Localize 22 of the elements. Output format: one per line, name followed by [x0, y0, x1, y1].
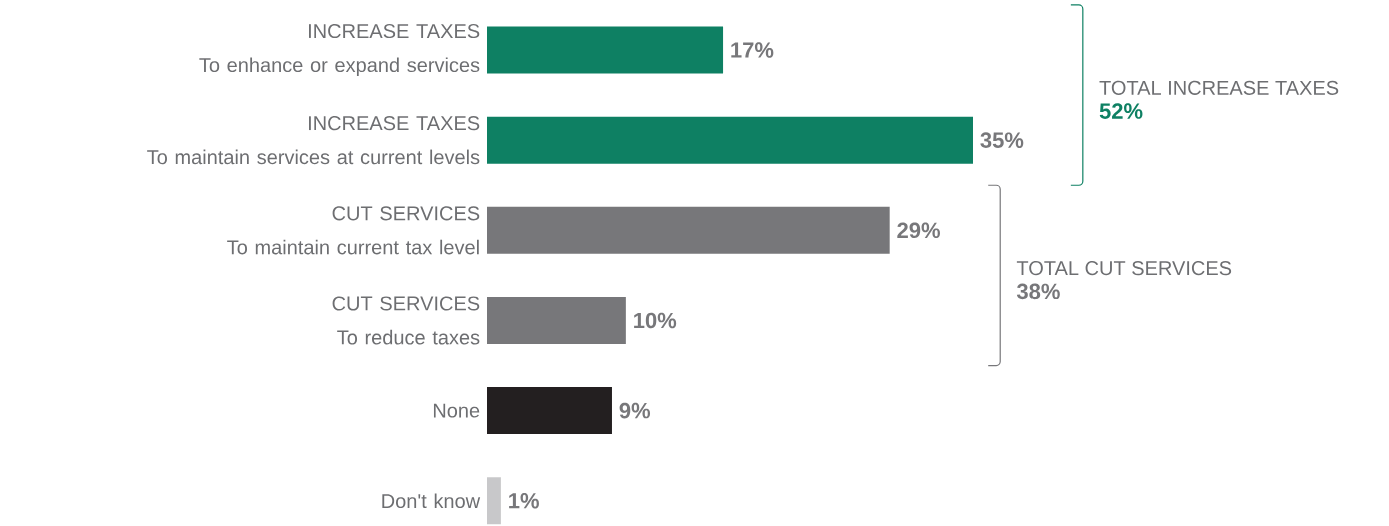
- text: TOTAL CUT SERVICES: [1016, 261, 1232, 276]
- data-label: 29%: [897, 222, 940, 239]
- data-label: 35%: [980, 132, 1024, 148]
- text: 38%: [1016, 283, 1060, 300]
- text: 52%: [1099, 103, 1143, 119]
- bar: [487, 387, 612, 435]
- data-label: 9%: [619, 402, 651, 419]
- y-tick-label: CUT SERVICES To maintain current tax level: [227, 206, 480, 255]
- bar: [487, 26, 724, 74]
- y-tick-label: INCREASE TAXES To enhance or expand services: [199, 23, 480, 77]
- data-label: 10%: [634, 312, 677, 329]
- text: TOTAL INCREASE TAXES: [1099, 80, 1339, 95]
- bar: [487, 206, 890, 254]
- y-tick-label: CUT SERVICES To reduce taxes: [332, 296, 480, 345]
- y-tick-label: Don't know: [382, 493, 481, 509]
- bar: [487, 116, 973, 164]
- data-label: 17%: [731, 42, 774, 58]
- y-tick-label: None: [433, 403, 480, 418]
- bar: [487, 477, 501, 525]
- data-label: 1%: [509, 493, 539, 509]
- bar: [487, 296, 626, 344]
- y-tick-label: INCREASE TAXES To maintain services at current levels: [147, 116, 480, 165]
